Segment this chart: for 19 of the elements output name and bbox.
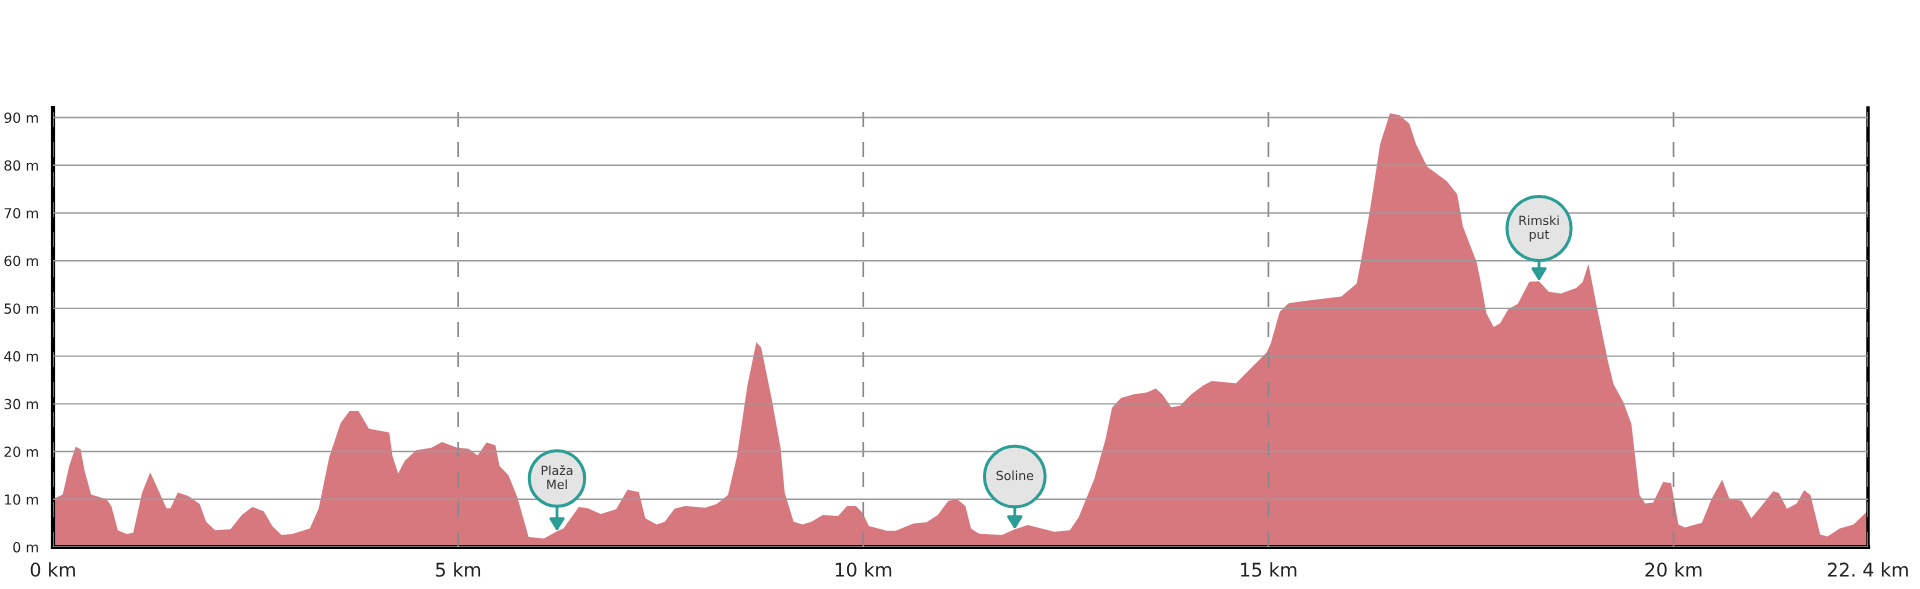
- x-tick-label: 10 km: [835, 562, 892, 577]
- y-tick-label: 90 m: [4, 112, 38, 124]
- x-tick-label: 5 km: [436, 562, 481, 577]
- y-tick-label: 70 m: [4, 207, 38, 219]
- annotation: Rimski put: [1519, 215, 1559, 242]
- y-tick-label: 50 m: [4, 303, 38, 314]
- x-tick-label: 22. 4 km: [1827, 562, 1908, 577]
- y-tick-label: 30 m: [4, 398, 38, 410]
- annotation: Soline: [996, 470, 1034, 481]
- y-tick-label: 0 m: [13, 541, 38, 553]
- annotation: Plaža Mel: [541, 464, 573, 490]
- y-tick-label: 20 m: [4, 446, 38, 458]
- y-tick-label: 80 m: [4, 160, 38, 171]
- y-tick-label: 10 m: [5, 494, 38, 505]
- x-tick-label: 0 km: [30, 562, 75, 577]
- x-tick-label: 15 km: [1240, 562, 1297, 577]
- y-tick-label: 60 m: [4, 255, 38, 267]
- y-tick-label: 40 m: [4, 351, 38, 362]
- x-tick-label: 20 km: [1645, 562, 1702, 577]
